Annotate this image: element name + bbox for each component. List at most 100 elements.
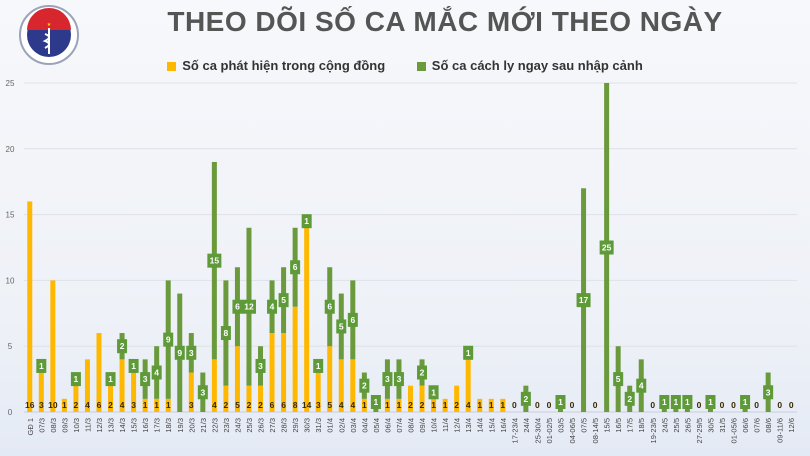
x-tick-label: 24/4 (522, 418, 531, 433)
data-label-box-isolated (324, 299, 335, 314)
y-tick-label: 0 (8, 408, 13, 417)
data-label-community: 5 (235, 400, 240, 410)
data-label-box-isolated (763, 385, 774, 400)
bar-community (96, 333, 102, 412)
x-tick-label: 11/4 (441, 418, 450, 432)
x-tick-label: 10/4 (430, 418, 439, 433)
x-tick-label: 01/4 (326, 418, 335, 433)
data-label-box-isolated (186, 345, 197, 360)
data-label-box-isolated (576, 293, 591, 308)
x-tick-label: 17/5 (626, 418, 635, 433)
data-label-isolated: 12 (244, 302, 254, 312)
x-tick-label: 07/3 (37, 418, 46, 433)
data-label-box-isolated (105, 372, 116, 387)
legend-item-isolated: Số ca cách ly ngay sau nhập cảnh (416, 58, 643, 73)
x-tick-label: 05/4 (372, 418, 381, 433)
data-label-isolated: 3 (385, 374, 390, 384)
x-tick-label: 12/3 (95, 418, 104, 433)
data-label-isolated: 4 (639, 381, 644, 391)
x-tick-label: 25-30/4 (533, 418, 542, 443)
data-label-isolated: 1 (316, 361, 321, 371)
bar-community (50, 280, 56, 412)
svg-text:★: ★ (47, 22, 52, 28)
data-label-box-isolated (670, 395, 681, 409)
bar-community (396, 398, 402, 412)
data-label-isolated: 2 (627, 394, 632, 404)
data-label-community: 4 (212, 400, 217, 410)
data-label-community: 1 (489, 400, 494, 410)
data-label-community: 4 (466, 400, 471, 410)
x-tick-label: 22/3 (210, 418, 219, 433)
x-tick-label: 04/4 (360, 418, 369, 433)
data-label-isolated: 1 (743, 397, 748, 407)
data-label-community: 1 (385, 400, 390, 410)
data-label-box-isolated (347, 312, 358, 327)
data-label-box-isolated (290, 260, 301, 275)
bar-community (350, 359, 356, 412)
data-label-community: 1 (362, 400, 367, 410)
data-label-box-isolated (393, 372, 404, 387)
bar-community (431, 398, 437, 412)
x-tick-label: 07/4 (395, 418, 404, 433)
bar-community (142, 398, 148, 412)
bar-community (419, 385, 425, 412)
data-label-isolated: 9 (177, 348, 182, 358)
bar-community (27, 201, 33, 412)
data-label-isolated: 1 (662, 397, 667, 407)
x-tick-label: 26/5 (683, 418, 692, 433)
data-label-community: 3 (316, 400, 321, 410)
x-tick-label: 27-29/5 (695, 418, 704, 443)
data-label-community: 1 (166, 400, 171, 410)
data-label-community: 3 (39, 400, 44, 410)
bar-community (477, 398, 483, 412)
data-label-community: 5 (327, 400, 332, 410)
legend-swatch-community (167, 62, 177, 72)
data-label-isolated: 9 (166, 335, 171, 345)
data-label-isolated: 1 (685, 397, 690, 407)
x-tick-label: 31/5 (718, 418, 727, 433)
data-label-community: 2 (224, 400, 229, 410)
bar-community (84, 359, 90, 412)
data-label-box-isolated (117, 339, 128, 354)
data-label-box-isolated (301, 214, 312, 229)
data-label-isolated: 1 (74, 374, 79, 384)
bar-community (384, 398, 390, 412)
data-label-isolated: 6 (293, 262, 298, 272)
x-tick-label: 29/3 (291, 418, 300, 433)
x-tick-label: 27/3 (268, 418, 277, 433)
data-label-community: 1 (500, 400, 505, 410)
data-label-community: 4 (350, 400, 355, 410)
data-label-isolated: 1 (431, 387, 436, 397)
data-label-community: 14 (302, 400, 312, 410)
data-label-box-isolated (636, 378, 647, 393)
data-label-isolated: 3 (189, 348, 194, 358)
x-tick-label: 24/5 (660, 418, 669, 433)
data-label-isolated: 17 (579, 295, 589, 305)
data-label-box-isolated (174, 345, 185, 360)
x-tick-label: 08/6 (764, 418, 773, 433)
data-label-isolated: 3 (258, 361, 263, 371)
x-tick-label: 14/3 (118, 418, 127, 433)
data-label-box-isolated (140, 372, 151, 387)
data-label-box-isolated (163, 332, 174, 347)
x-tick-label: 08/4 (407, 418, 416, 433)
data-label-community: 2 (420, 400, 425, 410)
data-label-box-isolated (128, 358, 139, 373)
x-tick-label: 17-23/4 (510, 418, 519, 443)
data-label-isolated: 6 (350, 315, 355, 325)
x-tick-label: 09/4 (418, 418, 427, 433)
data-label-community: 1 (62, 400, 67, 410)
data-label-community: 4 (85, 400, 90, 410)
bar-community (442, 398, 448, 412)
data-label-isolated: 1 (39, 361, 44, 371)
x-tick-label: 04-06/5 (568, 418, 577, 443)
data-label-box-isolated (220, 326, 231, 341)
bar-community (246, 385, 252, 412)
data-label-box-isolated (599, 240, 614, 255)
data-label-isolated: 1 (708, 397, 713, 407)
data-label-isolated: 1 (131, 361, 136, 371)
data-label-box-isolated (659, 395, 670, 409)
x-tick-label: 16/4 (499, 418, 508, 433)
data-label-community: 2 (408, 400, 413, 410)
